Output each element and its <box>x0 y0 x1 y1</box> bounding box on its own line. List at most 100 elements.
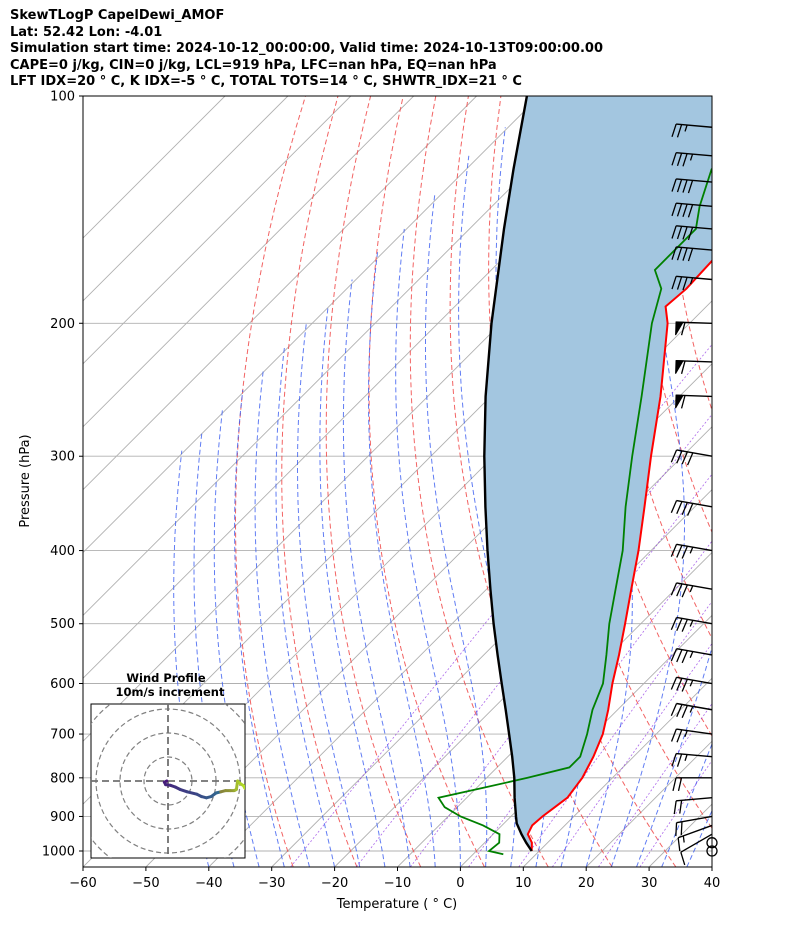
moist-adiabat <box>297 323 361 867</box>
moist-adiabat <box>737 96 794 867</box>
wind-barb <box>675 394 713 409</box>
y-tick-label: 1000 <box>42 845 75 860</box>
x-tick-label: 0 <box>456 876 464 891</box>
isotherm-line <box>83 96 289 302</box>
isotherm-line <box>83 96 477 491</box>
x-tick-label: 40 <box>704 876 721 891</box>
isotherm-line <box>83 96 415 428</box>
times-line: Simulation start time: 2024-10-12_00:00:… <box>10 41 603 56</box>
y-tick-label: 700 <box>50 728 75 743</box>
wind-barb <box>671 151 713 167</box>
hodograph-subtitle: 10m/s increment <box>116 685 225 699</box>
x-tick-label: −40 <box>195 876 222 891</box>
wind-barb <box>670 676 713 692</box>
y-tick-label: 800 <box>50 771 75 786</box>
moist-adiabat <box>275 346 336 867</box>
mixing-ratio-line <box>598 702 712 867</box>
hodograph-trace <box>185 790 199 796</box>
isotherm-line <box>83 96 603 617</box>
isotherm-line <box>522 677 712 867</box>
x-tick-label: 10 <box>515 876 532 891</box>
y-tick-label: 600 <box>50 677 75 692</box>
dry-adiabat <box>325 96 422 867</box>
wind-barb <box>675 359 713 375</box>
wind-barb <box>670 543 713 559</box>
indices-line-1: CAPE=0 j/kg, CIN=0 j/kg, LCL=919 hPa, LF… <box>10 57 497 73</box>
shaded-area <box>484 96 712 851</box>
wind-barb <box>670 728 713 743</box>
parcel-line <box>483 96 533 852</box>
hodograph-inset <box>90 703 246 859</box>
moist-adiabat <box>342 279 411 867</box>
wind-barb <box>677 824 713 852</box>
y-tick-label: 100 <box>50 90 75 105</box>
moist-adiabat <box>234 389 285 867</box>
wind-barb <box>673 797 713 815</box>
isotherm-line <box>711 866 712 867</box>
moist-adiabat <box>610 96 685 867</box>
wind-barb <box>671 202 713 218</box>
moist-adiabat <box>711 865 712 867</box>
y-tick-label: 300 <box>50 450 75 465</box>
y-tick-label: 900 <box>50 810 75 825</box>
y-axis-label: Pressure (hPa) <box>18 434 33 527</box>
temperature-line <box>526 259 712 852</box>
hodograph-title: Wind Profile <box>126 671 206 685</box>
y-tick-label: 500 <box>50 617 75 632</box>
dry-adiabat <box>762 96 794 867</box>
moist-adiabat <box>636 645 712 867</box>
moist-adiabat <box>661 742 712 867</box>
x-tick-label: 30 <box>641 876 658 891</box>
y-tick-label: 400 <box>50 544 75 559</box>
moist-adiabat <box>425 194 488 867</box>
x-tick-label: −10 <box>384 876 411 891</box>
wind-barb <box>675 321 713 336</box>
isotherm-line <box>83 96 352 365</box>
isotherm-line <box>271 426 712 867</box>
x-tick-label: −20 <box>321 876 348 891</box>
mixing-ratio-line <box>551 642 712 867</box>
x-tick-label: −50 <box>132 876 159 891</box>
wind-barb <box>671 246 713 262</box>
y-tick-label: 200 <box>50 317 75 332</box>
moist-adiabat <box>686 809 712 867</box>
dry-adiabat <box>235 96 306 867</box>
isotherm-line <box>334 488 712 867</box>
cape-cin-shading <box>484 96 712 851</box>
wind-barb <box>680 833 713 866</box>
chart-title: SkewTLogP CapelDewi_AMOF <box>10 8 225 23</box>
wind-barb <box>671 123 713 138</box>
wind-barb <box>672 777 712 791</box>
mixing-ratio-line <box>639 759 712 867</box>
wind-barb <box>671 178 713 194</box>
chart-header: SkewTLogP CapelDewi_AMOF Lat: 52.42 Lon:… <box>10 8 603 91</box>
wind-barb <box>671 752 713 767</box>
x-tick-label: −60 <box>69 876 96 891</box>
wind-barb <box>670 499 713 516</box>
wind-barb <box>670 449 713 466</box>
wind-barb <box>671 275 713 291</box>
x-axis-label: Temperature ( ° C) <box>336 897 457 912</box>
mixing-ratio-line <box>290 343 712 867</box>
x-tick-label: −30 <box>258 876 285 891</box>
isotherm-line <box>83 96 540 554</box>
wind-barb <box>670 616 713 632</box>
mixing-ratio-line <box>355 413 712 867</box>
isotherm-line <box>83 96 226 239</box>
wind-barb <box>670 702 713 718</box>
moist-adiabat <box>395 228 461 867</box>
wind-barb <box>675 815 713 837</box>
indices-line-2: LFT IDX=20 ° C, K IDX=-5 ° C, TOTAL TOTS… <box>10 74 522 89</box>
moist-adiabat <box>368 250 436 867</box>
moist-adiabat <box>319 306 386 867</box>
dry-adiabat <box>663 96 712 412</box>
wind-barb <box>670 648 713 664</box>
wind-barbs <box>670 123 718 866</box>
location-line: Lat: 52.42 Lon: -4.01 <box>10 24 163 40</box>
wind-barb <box>670 582 713 598</box>
dry-adiabat <box>281 96 358 867</box>
dry-adiabat <box>368 96 485 867</box>
hodograph-trace <box>242 784 245 790</box>
dry-adiabat <box>729 96 794 867</box>
